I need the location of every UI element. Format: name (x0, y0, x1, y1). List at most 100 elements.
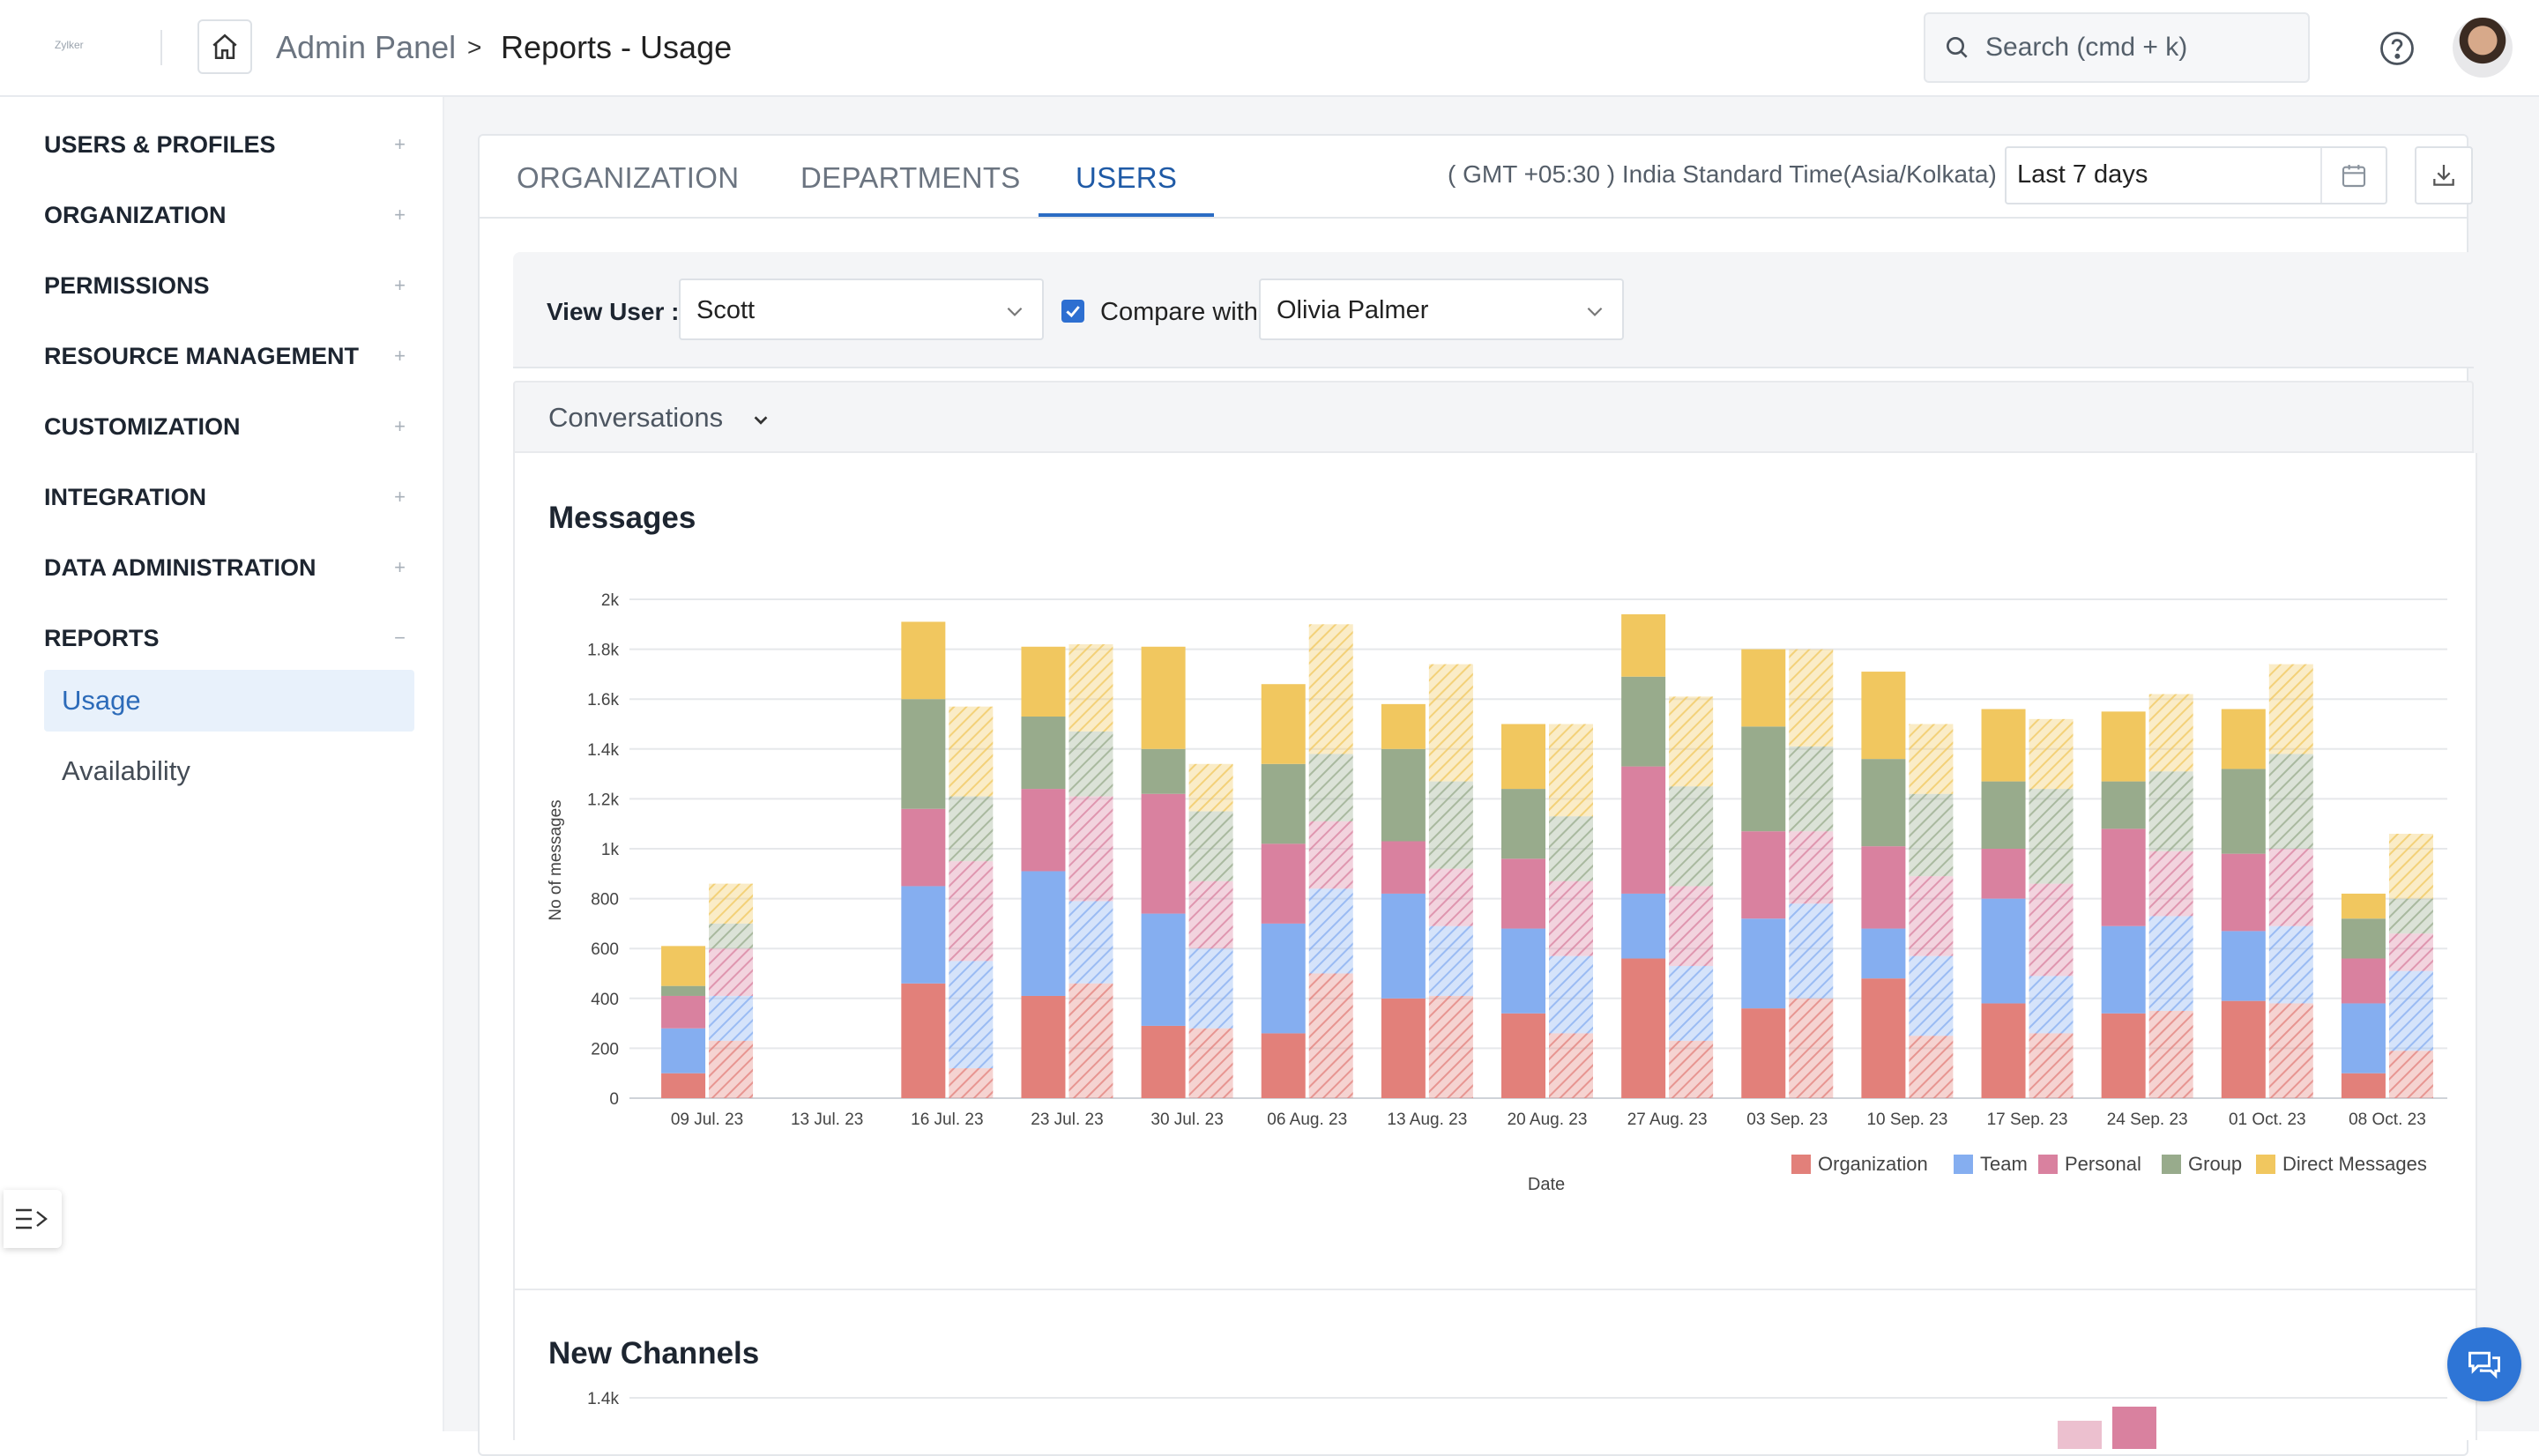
bar-segment[interactable] (1741, 649, 1786, 727)
bar-segment[interactable] (2101, 781, 2146, 829)
bar-segment[interactable] (1428, 781, 1473, 869)
bar-segment[interactable] (2388, 898, 2433, 934)
bar-segment[interactable] (2029, 718, 2074, 790)
bar-segment[interactable] (1141, 646, 1186, 749)
bar-segment[interactable] (709, 948, 754, 996)
bar-segment[interactable] (1621, 613, 1666, 677)
bar-segment[interactable] (1188, 1028, 1233, 1098)
bar-segment[interactable] (2029, 976, 2074, 1034)
bar-segment[interactable] (1669, 1040, 1714, 1098)
bar-segment[interactable] (1621, 893, 1666, 959)
bar-segment[interactable] (1909, 724, 1954, 794)
bar-segment[interactable] (1549, 816, 1593, 881)
brand-logo[interactable]: Zylker (55, 39, 84, 51)
tab-organization[interactable]: ORGANIZATION (517, 161, 740, 194)
bar-segment[interactable] (1549, 880, 1593, 956)
bar-segment[interactable] (2029, 1033, 2074, 1098)
bar-segment[interactable] (1669, 966, 1714, 1041)
bar-segment[interactable] (2029, 883, 2074, 977)
bar-segment[interactable] (1861, 928, 1906, 979)
bar-segment[interactable] (2221, 709, 2266, 769)
bar-segment[interactable] (1188, 763, 1233, 812)
bar-segment[interactable] (1021, 789, 1066, 872)
bar-segment[interactable] (1501, 789, 1545, 859)
legend-item[interactable]: Team (1954, 1153, 2028, 1175)
bar-segment[interactable] (1621, 958, 1666, 1098)
bar-segment[interactable] (1741, 918, 1786, 1009)
bar-segment[interactable] (1501, 1013, 1545, 1098)
bar-segment[interactable] (1741, 1008, 1786, 1098)
bar-segment[interactable] (1549, 955, 1593, 1034)
bar-segment[interactable] (2388, 834, 2433, 899)
bar-segment[interactable] (1789, 831, 1834, 904)
sidebar-toggle-button[interactable] (4, 1190, 62, 1248)
bar-segment[interactable] (1981, 1003, 2026, 1098)
bar-segment[interactable] (1308, 888, 1353, 974)
bar-segment[interactable] (2101, 925, 2146, 1014)
bar-segment[interactable] (1861, 978, 1906, 1098)
bar-segment[interactable] (1068, 643, 1113, 732)
sidebar-item-integration[interactable]: INTEGRATION + (44, 479, 406, 515)
bar-segment[interactable] (2221, 931, 2266, 1001)
bar-segment[interactable] (949, 961, 994, 1069)
bar-segment[interactable] (1549, 724, 1593, 817)
bar-segment[interactable] (1381, 748, 1426, 842)
bar-segment[interactable] (1669, 696, 1714, 787)
help-button[interactable] (2379, 30, 2416, 71)
bar-segment[interactable] (1428, 995, 1473, 1098)
bar-segment[interactable] (1141, 1025, 1186, 1098)
bar-segment[interactable] (661, 1028, 706, 1073)
bar-segment[interactable] (949, 1068, 994, 1098)
bar-segment[interactable] (901, 621, 946, 700)
sidebar-item-permissions[interactable]: PERMISSIONS + (44, 268, 406, 303)
bar-segment[interactable] (1909, 1036, 1954, 1098)
bar-segment[interactable] (1141, 748, 1186, 794)
bar-segment[interactable] (1669, 786, 1714, 887)
bar-segment[interactable] (709, 883, 754, 924)
sidebar-item-users-profiles[interactable]: USERS & PROFILES + (44, 127, 406, 162)
bar-segment[interactable] (2148, 1010, 2193, 1098)
bar-segment[interactable] (2268, 849, 2313, 926)
sidebar-item-reports[interactable]: REPORTS − (44, 620, 406, 656)
date-range-picker[interactable]: Last 7 days (2005, 146, 2387, 204)
bar-segment[interactable] (1261, 1033, 1306, 1098)
bar-segment[interactable] (1981, 781, 2026, 849)
bar-segment[interactable] (2341, 1003, 2386, 1073)
legend-item[interactable]: Organization (1791, 1153, 1928, 1175)
bar-segment[interactable] (2268, 664, 2313, 754)
bar-segment[interactable] (2148, 851, 2193, 917)
bar-segment[interactable] (709, 995, 754, 1041)
bar-segment[interactable] (1381, 998, 1426, 1098)
bar-segment[interactable] (1021, 717, 1066, 790)
bar-segment[interactable] (2268, 925, 2313, 1004)
bar-segment[interactable] (1741, 831, 1786, 919)
global-search[interactable] (1924, 12, 2310, 83)
sidebar-subitem-availability[interactable]: Availability (62, 755, 190, 786)
bar-segment[interactable] (1909, 955, 1954, 1036)
bar-segment[interactable] (949, 706, 994, 797)
bar-segment[interactable] (1428, 868, 1473, 926)
tab-users[interactable]: USERS (1039, 136, 1215, 217)
bar-segment[interactable] (709, 923, 754, 949)
bar-segment[interactable] (1669, 886, 1714, 967)
breadcrumb-admin-panel[interactable]: Admin Panel (276, 29, 457, 65)
bar-segment[interactable] (1861, 672, 1906, 760)
compare-label[interactable]: Compare with (1100, 298, 1258, 326)
bar-segment[interactable] (661, 1073, 706, 1098)
bar-segment[interactable] (1741, 726, 1786, 832)
bar-segment[interactable] (1308, 973, 1353, 1099)
bar-segment[interactable] (2341, 1073, 2386, 1098)
bar-segment[interactable] (1021, 995, 1066, 1098)
bar-segment[interactable] (2101, 711, 2146, 782)
bar-segment[interactable] (1188, 811, 1233, 881)
bar-segment[interactable] (1308, 754, 1353, 821)
sidebar-item-customization[interactable]: CUSTOMIZATION + (44, 409, 406, 444)
bar-segment[interactable] (2221, 853, 2266, 932)
bar-segment[interactable] (1789, 903, 1834, 999)
calendar-button[interactable] (2320, 148, 2386, 203)
bar-segment[interactable] (2341, 918, 2386, 959)
bar-segment[interactable] (1021, 871, 1066, 996)
bar-segment[interactable] (1021, 646, 1066, 717)
bar-segment[interactable] (1188, 880, 1233, 949)
bar-segment[interactable] (1789, 746, 1834, 832)
